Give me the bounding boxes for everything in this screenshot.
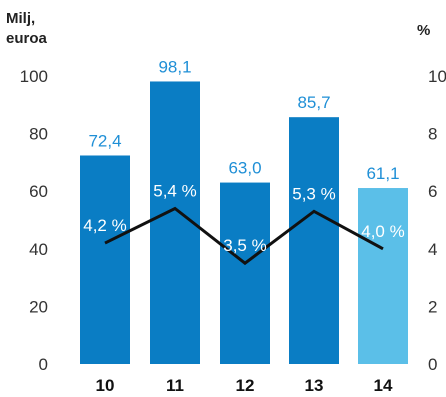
category-label: 13 [305,376,324,395]
left-axis-tick-label: 20 [29,297,48,316]
bar [358,188,408,364]
bar-value-label: 98,1 [158,57,191,76]
right-axis-unit: % [417,22,430,39]
category-label: 12 [236,376,255,395]
left-axis-tick-label: 0 [39,355,48,374]
left-axis-unit-line1: Milj, [6,10,35,27]
category-label: 14 [374,376,393,395]
bar-value-label: 61,1 [366,164,399,183]
bar [220,183,270,364]
right-axis-tick-label: 6 [428,182,437,201]
right-axis-ticks: 0 2 4 6 8 10 [428,67,446,374]
left-axis-tick-label: 100 [20,67,48,86]
left-axis-ticks: 0 20 40 60 80 100 [20,67,48,374]
percentage-label: 4,2 % [83,216,126,235]
right-axis-tick-label: 4 [428,240,437,259]
left-axis-unit-line2: euroa [6,30,48,47]
percentage-label: 5,4 % [153,181,196,200]
percentage-label: 3,5 % [223,236,266,255]
bar-value-label: 72,4 [88,131,121,150]
right-axis-tick-label: 0 [428,355,437,374]
percentage-label: 5,3 % [292,184,335,203]
right-axis-tick-label: 2 [428,297,437,316]
bar-value-label: 63,0 [228,159,261,178]
category-label: 10 [96,376,115,395]
bar [80,155,130,364]
left-axis-tick-label: 40 [29,240,48,259]
bars [80,81,408,364]
right-axis-tick-label: 8 [428,125,437,144]
left-axis-tick-label: 80 [29,125,48,144]
right-axis-tick-label: 10 [428,67,446,86]
bar [289,117,339,364]
percentage-label: 4,0 % [361,222,404,241]
category-label: 11 [166,376,184,395]
category-labels: 10 11 12 13 14 [96,376,393,395]
left-axis-tick-label: 60 [29,182,48,201]
bar-value-labels: 72,4 98,1 63,0 85,7 61,1 [88,57,399,183]
bar-value-label: 85,7 [297,93,330,112]
